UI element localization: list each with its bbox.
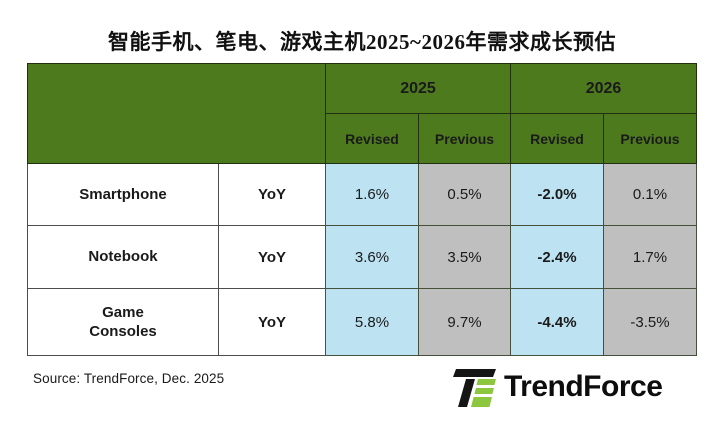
- forecast-table: 2025 2026 Revised Previous Revised Previ…: [27, 63, 697, 356]
- year-header-row: 2025 2026: [27, 63, 697, 164]
- value-2025-previous: 9.7%: [418, 288, 511, 356]
- value-2026-revised: -2.0%: [510, 163, 604, 226]
- sub-header-2026-revised: Revised: [510, 113, 604, 164]
- sub-header-row: Revised Previous Revised Previous: [28, 113, 697, 164]
- metric-cell: YoY: [218, 225, 326, 289]
- value-2026-revised: -2.4%: [510, 225, 604, 289]
- value-2025-revised: 1.6%: [325, 163, 419, 226]
- sub-header-2025-revised: Revised: [325, 113, 419, 164]
- product-label: Smartphone: [79, 185, 167, 203]
- metric-cell: YoY: [218, 163, 326, 226]
- value-2026-revised: -4.4%: [510, 288, 604, 356]
- product-cell: Game Consoles: [27, 288, 219, 356]
- year-header-2026: 2026: [510, 63, 697, 114]
- page-title: 智能手机、笔电、游戏主机2025~2026年需求成长预估: [108, 30, 616, 54]
- trendforce-logo: TrendForce: [451, 365, 663, 409]
- trendforce-logo-icon: [453, 369, 496, 407]
- value-2026-previous: -3.5%: [603, 288, 697, 356]
- source-note: Source: TrendForce, Dec. 2025: [33, 371, 225, 386]
- value-2025-previous: 3.5%: [418, 225, 511, 289]
- value-2025-previous: 0.5%: [418, 163, 511, 226]
- year-header-2025: 2025: [325, 63, 511, 114]
- trendforce-logo-text: TrendForce: [504, 370, 663, 403]
- value-2025-revised: 5.8%: [325, 288, 419, 356]
- table-row-game-consoles: Game Consoles YoY 5.8% 9.7% -4.4% -3.5%: [27, 288, 697, 356]
- product-cell: Notebook: [27, 225, 219, 289]
- product-label: Game Consoles: [89, 303, 157, 341]
- sub-header-2025-previous: Previous: [418, 113, 511, 164]
- product-label: Notebook: [88, 248, 158, 266]
- product-cell: Smartphone: [27, 163, 219, 226]
- table-row-notebook: Notebook YoY 3.6% 3.5% -2.4% 1.7%: [27, 225, 697, 289]
- sub-header-2026-previous: Previous: [603, 113, 697, 164]
- value-2026-previous: 1.7%: [603, 225, 697, 289]
- value-2026-previous: 0.1%: [603, 163, 697, 226]
- table-row-smartphone: Smartphone YoY 1.6% 0.5% -2.0% 0.1%: [27, 163, 697, 226]
- metric-cell: YoY: [218, 288, 326, 356]
- corner-header-cell: [27, 63, 326, 164]
- value-2025-revised: 3.6%: [325, 225, 419, 289]
